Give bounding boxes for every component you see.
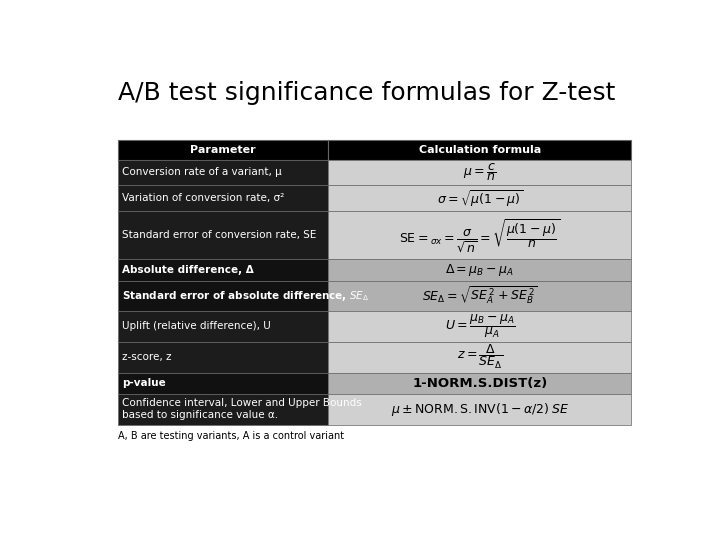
Bar — [328, 185, 631, 211]
Text: $\mu \pm \mathrm{NORM.S.INV}(1 - \alpha/2)\; SE$: $\mu \pm \mathrm{NORM.S.INV}(1 - \alpha/… — [390, 401, 569, 418]
Bar — [118, 310, 328, 342]
Text: z-score, z: z-score, z — [122, 352, 172, 362]
Bar — [118, 185, 328, 211]
Text: Standard error of conversion rate, SE: Standard error of conversion rate, SE — [122, 230, 317, 240]
Bar — [118, 140, 328, 160]
Text: $U = \dfrac{\mu_B - \mu_A}{\mu_A}$: $U = \dfrac{\mu_B - \mu_A}{\mu_A}$ — [445, 312, 515, 340]
Text: A/B test significance formulas for Z-test: A/B test significance formulas for Z-tes… — [118, 82, 616, 105]
Bar — [118, 373, 328, 394]
Bar — [328, 394, 631, 425]
Text: $SE_{\Delta} = \sqrt{SE_A^{\,2} + SE_B^{\,2}}$: $SE_{\Delta} = \sqrt{SE_A^{\,2} + SE_B^{… — [422, 285, 538, 306]
Text: $\mathrm{SE} =_{\sigma x}= \dfrac{\sigma}{\sqrt{n}} = \sqrt{\dfrac{\mu(1-\mu)}{n: $\mathrm{SE} =_{\sigma x}= \dfrac{\sigma… — [400, 217, 560, 253]
Text: $z = \dfrac{\Delta}{SE_{\Delta}}$: $z = \dfrac{\Delta}{SE_{\Delta}}$ — [456, 343, 503, 372]
Text: Parameter: Parameter — [190, 145, 256, 154]
Bar — [328, 281, 631, 310]
Bar — [118, 160, 328, 185]
Text: Confidence interval, Lower and Upper Bounds
based to significance value α.: Confidence interval, Lower and Upper Bou… — [122, 399, 362, 420]
Bar — [118, 211, 328, 259]
Text: $\mu = \dfrac{c}{n}$: $\mu = \dfrac{c}{n}$ — [463, 161, 497, 184]
Bar — [328, 342, 631, 373]
Bar — [328, 310, 631, 342]
Text: $\sigma = \sqrt{\mu(1-\mu)}$: $\sigma = \sqrt{\mu(1-\mu)}$ — [436, 188, 523, 208]
Text: A, B are testing variants, A is a control variant: A, B are testing variants, A is a contro… — [118, 431, 344, 441]
Bar — [118, 394, 328, 425]
Text: p-value: p-value — [122, 379, 166, 388]
Bar — [118, 342, 328, 373]
Bar — [328, 211, 631, 259]
Bar — [328, 373, 631, 394]
Text: Conversion rate of a variant, μ: Conversion rate of a variant, μ — [122, 167, 282, 178]
Bar — [118, 259, 328, 281]
Text: Standard error of absolute difference, $SE_{\Delta}$: Standard error of absolute difference, $… — [122, 288, 370, 302]
Bar — [328, 140, 631, 160]
Text: Calculation formula: Calculation formula — [419, 145, 541, 154]
Text: Uplift (relative difference), U: Uplift (relative difference), U — [122, 321, 271, 331]
Bar — [328, 259, 631, 281]
Text: $\Delta= \mu_B - \mu_A$: $\Delta= \mu_B - \mu_A$ — [446, 262, 514, 278]
Text: Variation of conversion rate, σ²: Variation of conversion rate, σ² — [122, 193, 284, 203]
Text: 1-NORM.S.DIST(z): 1-NORM.S.DIST(z) — [412, 377, 547, 390]
Bar — [328, 160, 631, 185]
Text: Absolute difference, Δ: Absolute difference, Δ — [122, 265, 254, 275]
Bar — [118, 281, 328, 310]
